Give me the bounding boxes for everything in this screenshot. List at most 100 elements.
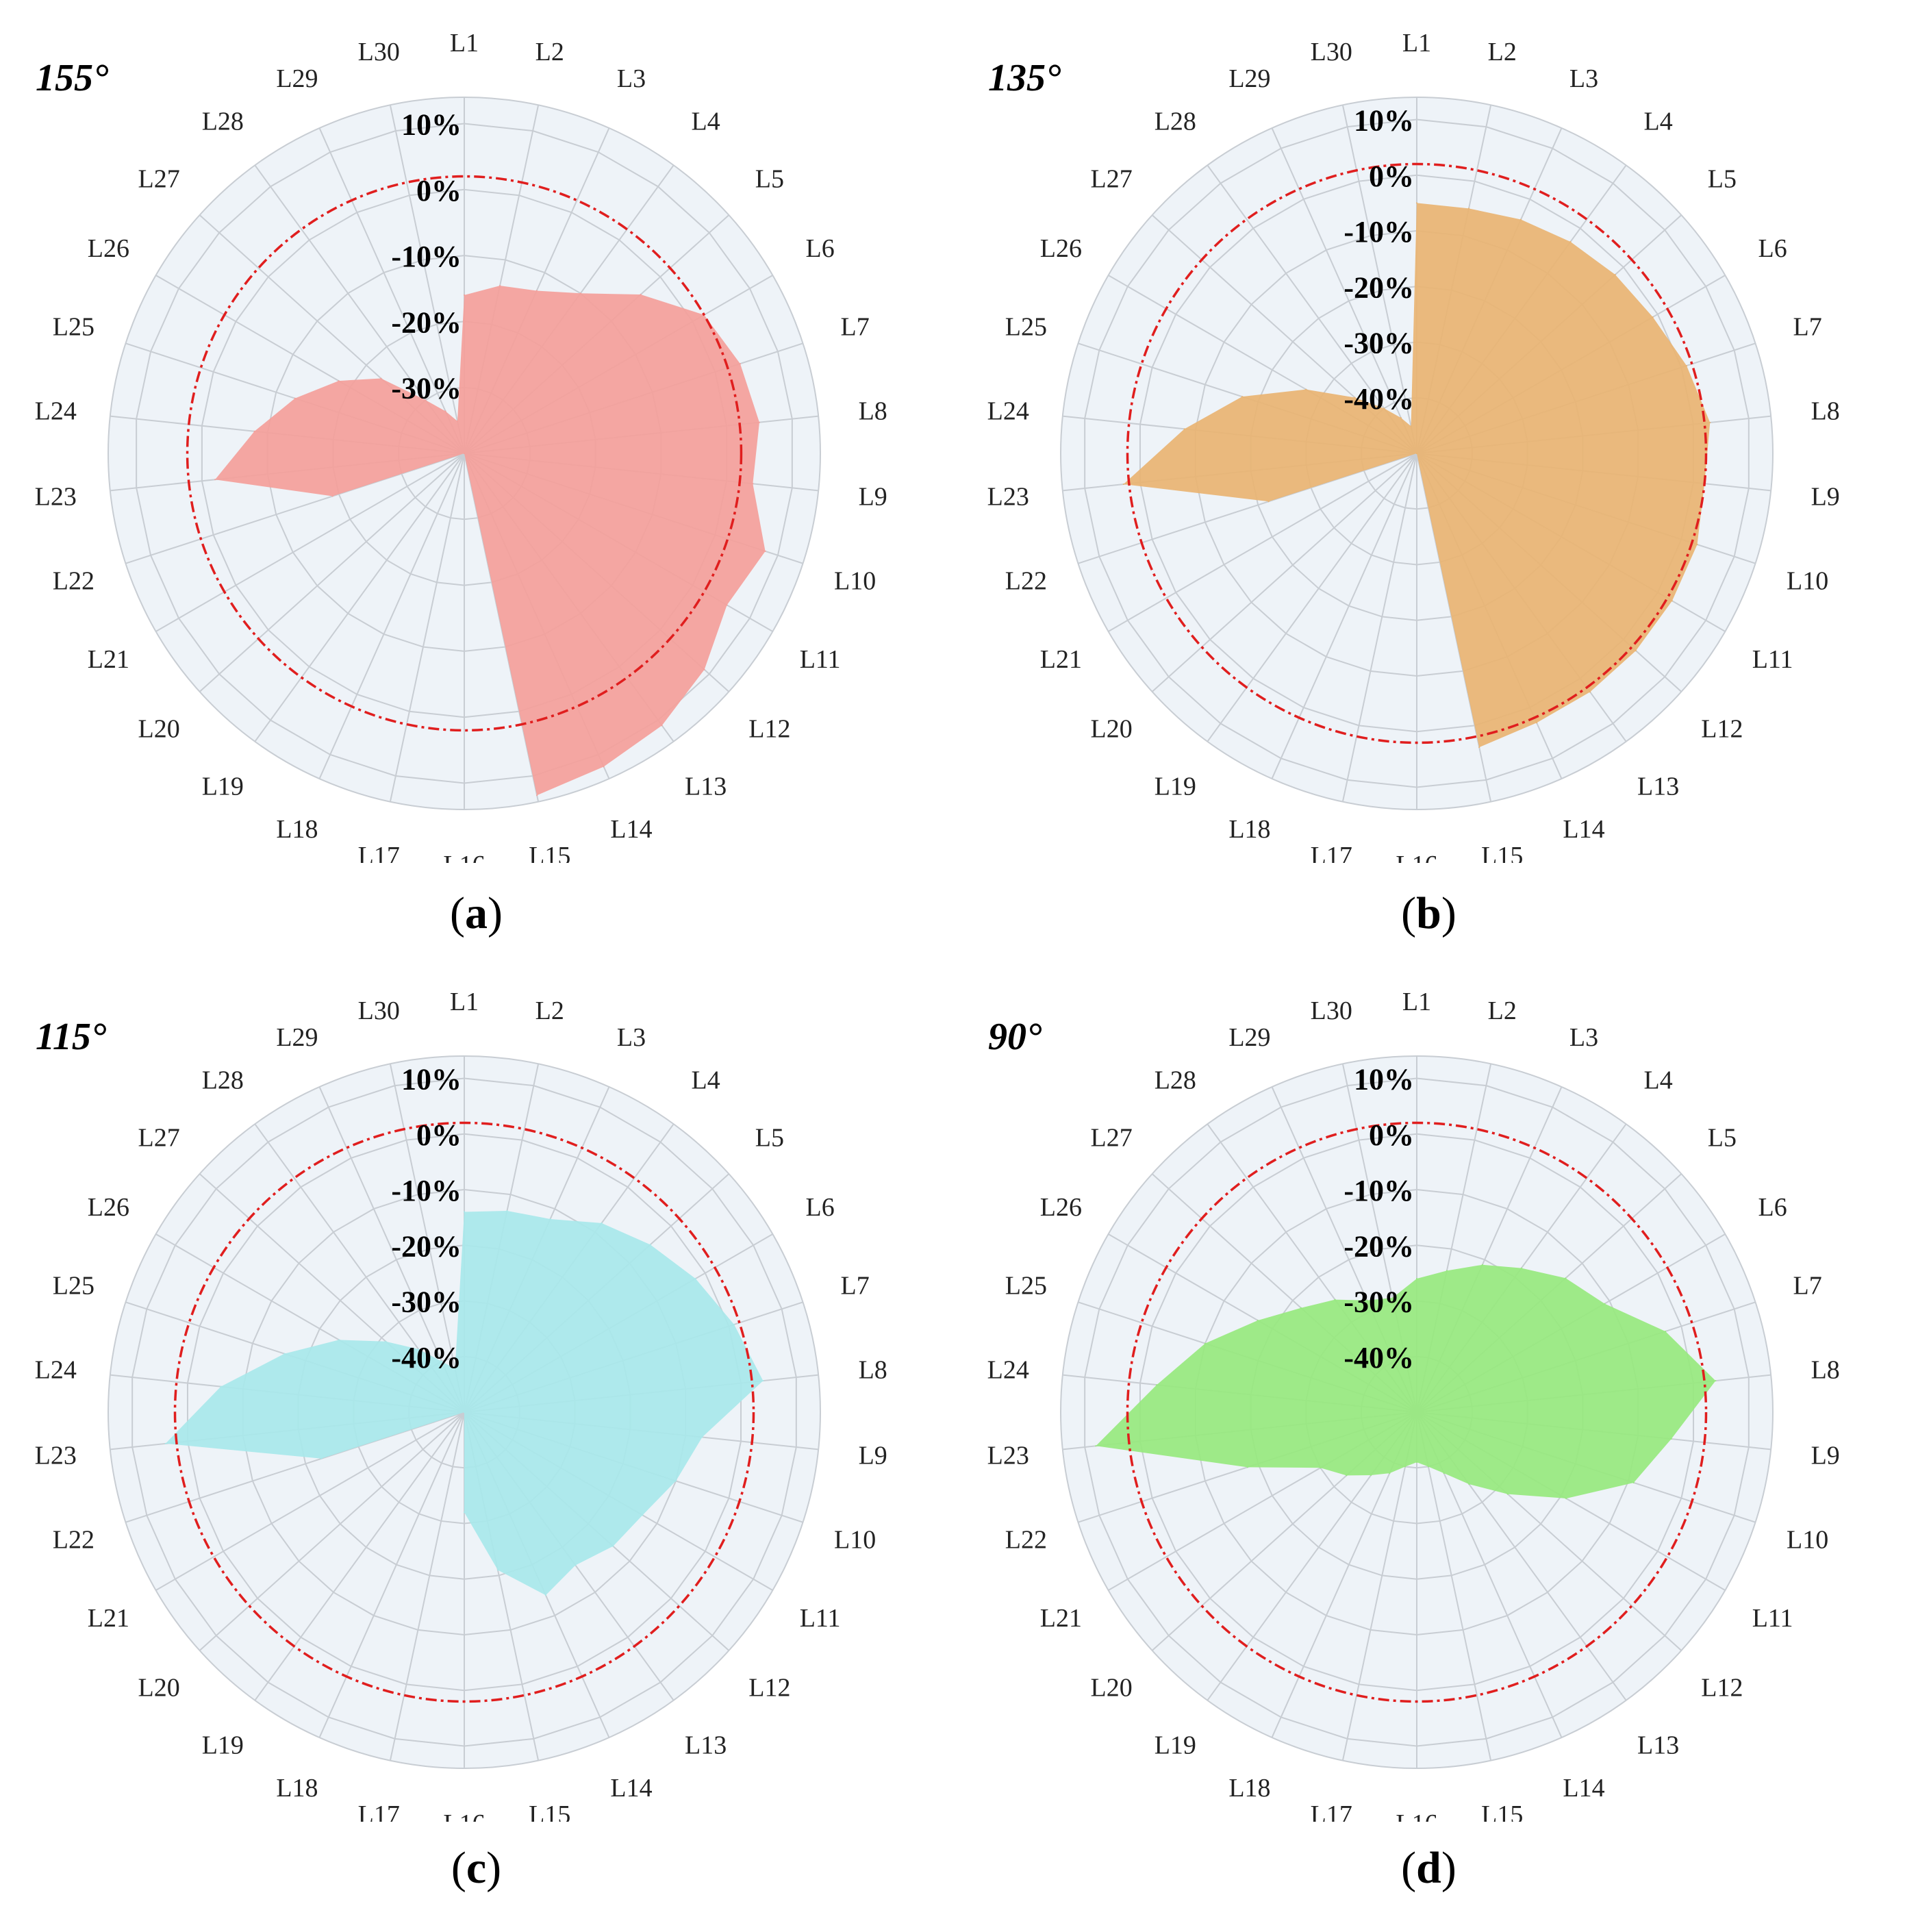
category-label-L29: L29 — [276, 64, 318, 93]
category-label-L16: L16 — [443, 851, 485, 863]
category-label-L7: L7 — [1793, 313, 1822, 342]
data-point-L11 — [1671, 600, 1673, 602]
grid-spoke — [1078, 453, 1417, 564]
radar-chart-b: -40% -30% -20% -10% 0% 10% L1 L2 L3 L4 L5 L6 L7 L8 L9 L… — [987, 29, 1840, 863]
data-point-L2 — [1446, 1270, 1448, 1272]
category-label-L21: L21 — [1040, 645, 1082, 674]
data-point-L14 — [1443, 1472, 1445, 1475]
category-label-L10: L10 — [834, 566, 876, 595]
category-label-L24: L24 — [35, 397, 77, 425]
category-label-L28: L28 — [202, 1066, 244, 1095]
grid-spoke — [389, 105, 465, 454]
category-label-L22: L22 — [53, 1525, 94, 1554]
reference-line — [173, 1121, 755, 1703]
data-point-L20 — [1346, 1475, 1348, 1477]
panel-caption-b: (b) — [1401, 888, 1456, 938]
data-point-L16 — [1416, 1461, 1417, 1464]
grid-spoke — [1271, 453, 1417, 779]
data-point-L29 — [1366, 1299, 1368, 1301]
data-point-L21 — [1320, 1467, 1322, 1469]
category-label-L26: L26 — [1040, 234, 1082, 263]
panel-angle-title: 115° — [36, 1016, 107, 1058]
data-point-L1 — [1416, 1278, 1417, 1279]
data-point-L5 — [640, 294, 642, 296]
category-label-L24: L24 — [35, 1355, 77, 1384]
data-point-L13 — [575, 1564, 577, 1566]
category-label-L3: L3 — [617, 64, 646, 93]
data-point-L12 — [1506, 1493, 1509, 1495]
category-label-L13: L13 — [685, 1731, 727, 1759]
data-point-L29 — [440, 1360, 442, 1362]
data-point-L15 — [1478, 747, 1480, 749]
grid-spoke — [1151, 453, 1417, 692]
data-point-L10 — [675, 1480, 677, 1482]
data-point-L26 — [338, 1339, 340, 1341]
grid-spoke — [318, 127, 465, 454]
category-label-L7: L7 — [841, 1272, 870, 1301]
category-label-L10: L10 — [834, 1525, 876, 1554]
category-label-L20: L20 — [138, 1673, 180, 1702]
category-label-L26: L26 — [88, 234, 129, 263]
data-point-L23 — [164, 1442, 166, 1444]
panel-angle-title: 155° — [36, 57, 109, 99]
grid-spoke — [125, 453, 465, 564]
data-point-L30 — [1410, 425, 1412, 427]
data-point-L17 — [1404, 1466, 1406, 1468]
grid-spoke — [318, 1412, 465, 1738]
grid-spoke — [199, 453, 465, 692]
reference-line — [1126, 162, 1708, 744]
data-point-L30 — [454, 1368, 456, 1370]
category-label-L14: L14 — [1563, 1774, 1604, 1803]
data-point-L10 — [1696, 544, 1698, 546]
category-label-L23: L23 — [987, 1442, 1029, 1470]
data-point-L6 — [694, 1278, 696, 1279]
category-label-L7: L7 — [841, 313, 870, 342]
reference-line — [1126, 1121, 1708, 1703]
category-label-L30: L30 — [1311, 38, 1352, 66]
category-label-L21: L21 — [88, 645, 129, 674]
data-point-L7 — [733, 1323, 735, 1325]
data-point-L15 — [536, 794, 538, 796]
category-label-L22: L22 — [1005, 566, 1047, 595]
category-label-L17: L17 — [1311, 842, 1352, 863]
grid-spoke — [389, 453, 465, 802]
category-label-L21: L21 — [88, 1604, 129, 1633]
category-label-L6: L6 — [806, 234, 835, 263]
data-point-L22 — [1246, 1466, 1248, 1468]
category-label-L19: L19 — [202, 772, 244, 801]
category-label-L30: L30 — [358, 38, 400, 66]
data-point-L12 — [703, 668, 705, 670]
grid-spoke — [199, 1412, 465, 1651]
radial-tick-label: -20% — [1343, 1229, 1414, 1263]
category-label-L18: L18 — [1228, 1774, 1270, 1803]
radial-tick-label: 10% — [1354, 104, 1414, 138]
category-label-L17: L17 — [358, 842, 400, 863]
data-point-L14 — [1536, 722, 1538, 724]
category-label-L17: L17 — [358, 1801, 400, 1822]
data-point-L3 — [549, 1218, 551, 1220]
category-label-L11: L11 — [800, 1604, 841, 1633]
data-point-L30 — [1391, 1297, 1393, 1299]
panel-caption-a: (a) — [450, 888, 503, 938]
radial-tick-label: 0% — [1369, 1118, 1414, 1152]
category-label-L12: L12 — [1701, 1673, 1743, 1702]
radar-panel-c: -40% -30% -20% -10% 0% 10% L1 L2 L3 L4 L5 L6 L7 L8 L9 L… — [0, 959, 952, 1924]
data-point-L28 — [1334, 1299, 1336, 1301]
data-point-L23 — [214, 479, 216, 481]
data-point-L12 — [1635, 650, 1637, 652]
radial-tick-label: -20% — [391, 305, 462, 339]
category-label-L3: L3 — [1569, 1023, 1598, 1052]
data-point-L25 — [294, 397, 296, 399]
category-label-L4: L4 — [692, 108, 720, 136]
data-point-L1 — [464, 294, 465, 296]
radial-tick-label: -30% — [391, 372, 462, 405]
data-point-L15 — [496, 1569, 499, 1571]
grid-spoke — [1416, 1412, 1492, 1761]
category-label-L12: L12 — [748, 714, 790, 743]
data-point-L24 — [253, 430, 255, 432]
grid-spoke — [1207, 164, 1417, 454]
radial-tick-label: 10% — [401, 1063, 462, 1096]
grid-spoke — [125, 1412, 465, 1523]
data-point-L8 — [1715, 1380, 1717, 1382]
radial-tick-label: -30% — [1343, 327, 1414, 360]
